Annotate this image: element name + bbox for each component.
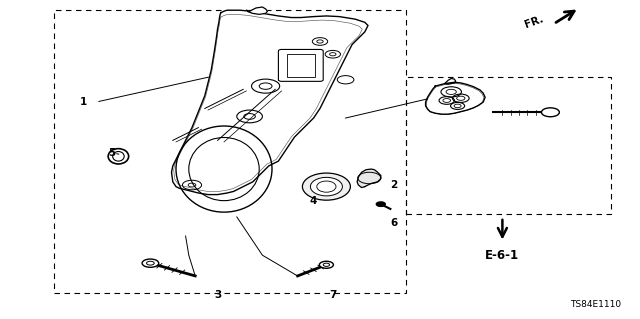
Circle shape [319,261,333,268]
Text: TS84E1110: TS84E1110 [570,300,621,309]
Bar [54,10,406,293]
Circle shape [142,259,159,267]
Text: 7: 7 [329,290,337,300]
Bar [406,77,611,214]
Text: E-6-1: E-6-1 [485,249,520,262]
Text: 2: 2 [390,180,397,190]
Text: 5: 5 [108,148,116,158]
Text: 3: 3 [214,290,221,300]
Text: 1: 1 [79,97,87,107]
Polygon shape [357,169,381,188]
Text: 6: 6 [390,218,397,228]
Circle shape [376,202,385,206]
Bar [287,54,315,77]
Polygon shape [246,7,268,14]
Polygon shape [426,82,485,114]
Ellipse shape [302,173,351,200]
Ellipse shape [310,177,342,196]
Circle shape [541,108,559,117]
Text: 4: 4 [310,196,317,206]
Polygon shape [172,10,368,195]
Text: FR.: FR. [524,14,545,30]
